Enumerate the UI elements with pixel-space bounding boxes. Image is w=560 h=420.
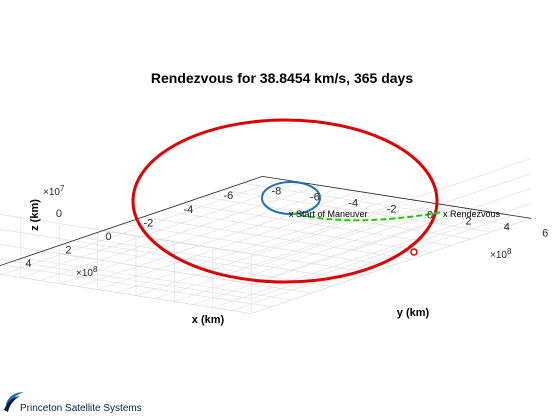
grid-line-y bbox=[20, 182, 301, 278]
grid-line-z bbox=[0, 214, 252, 254]
x-exponent-power: 8 bbox=[93, 265, 98, 274]
z-axis-label: z (km) bbox=[29, 199, 41, 231]
grid-line-z bbox=[0, 274, 252, 314]
chart-title: Rendezvous for 38.8454 km/s, 365 days bbox=[151, 70, 413, 86]
x-tick-label: 0 bbox=[105, 231, 111, 243]
grid-line-y bbox=[78, 191, 359, 287]
x-tick-label: -2 bbox=[144, 217, 154, 229]
grid-line-y bbox=[59, 188, 340, 284]
y-axis-line bbox=[262, 176, 532, 219]
grid-line-z bbox=[251, 158, 532, 254]
grid-line-y bbox=[212, 212, 493, 308]
x-tick-label: -6 bbox=[224, 190, 234, 202]
grid-line-z bbox=[251, 218, 532, 314]
grid-line-z bbox=[251, 173, 532, 269]
annotation-rendezvous: x Rendezvous bbox=[443, 209, 501, 219]
grid-line-z bbox=[251, 188, 532, 284]
y-axis-label: y (km) bbox=[397, 307, 430, 319]
y-tick-label: -4 bbox=[348, 197, 358, 209]
x-axis-label: x (km) bbox=[192, 314, 225, 326]
rendezvous-marker bbox=[410, 248, 418, 256]
y-tick-label: -6 bbox=[310, 191, 320, 203]
grid-line-y bbox=[116, 197, 397, 293]
y-tick-label: 0 bbox=[427, 209, 433, 221]
grid-line-y bbox=[231, 215, 513, 311]
z-tick-label: 0 bbox=[56, 208, 62, 220]
x-tick-label: 2 bbox=[65, 245, 71, 257]
grid-line-y bbox=[155, 203, 436, 299]
grid-line-z bbox=[0, 229, 252, 269]
y-tick-label: -2 bbox=[387, 203, 397, 215]
outer-orbit-series bbox=[131, 118, 439, 284]
annotation-start-of-maneuver: x Start of Maneuver bbox=[289, 209, 368, 219]
z-exponent-label: ×107 bbox=[43, 184, 65, 198]
x-exponent-base: ×10 bbox=[76, 268, 93, 279]
z-exponent-base: ×10 bbox=[43, 187, 60, 198]
grid-line-y bbox=[193, 209, 474, 305]
grid-line-z bbox=[0, 259, 252, 299]
y-tick-label: 2 bbox=[465, 215, 471, 227]
logo-swoosh-dark-icon bbox=[4, 396, 20, 412]
y-tick-label: -8 bbox=[272, 185, 282, 197]
svg-text:×108: ×108 bbox=[76, 265, 98, 279]
y-exponent-base: ×10 bbox=[490, 250, 507, 261]
grid-line-y bbox=[39, 185, 321, 281]
transfer-trajectory-series bbox=[290, 211, 444, 222]
y-exponent-power: 8 bbox=[507, 247, 512, 256]
x-tick-label: -4 bbox=[184, 204, 194, 216]
plot-area bbox=[131, 118, 444, 284]
y-tick-label: 6 bbox=[542, 227, 548, 239]
z-exponent-power: 7 bbox=[60, 184, 65, 193]
grid-line-y bbox=[97, 194, 378, 290]
company-name: Princeton Satellite Systems bbox=[20, 403, 142, 414]
grid-line-z bbox=[0, 244, 252, 284]
svg-text:×108: ×108 bbox=[490, 247, 512, 261]
grid-line-y bbox=[174, 206, 455, 302]
x-axis-line bbox=[0, 176, 263, 267]
y-exponent-label: ×108 bbox=[490, 247, 512, 261]
y-tick-label: 4 bbox=[504, 221, 510, 233]
x-tick-label: 4 bbox=[25, 258, 31, 270]
company-logo: Princeton Satellite Systems bbox=[4, 392, 142, 414]
svg-text:×107: ×107 bbox=[43, 184, 65, 198]
x-exponent-label: ×108 bbox=[76, 265, 98, 279]
grid-line-y bbox=[135, 200, 417, 296]
axes bbox=[0, 176, 532, 267]
